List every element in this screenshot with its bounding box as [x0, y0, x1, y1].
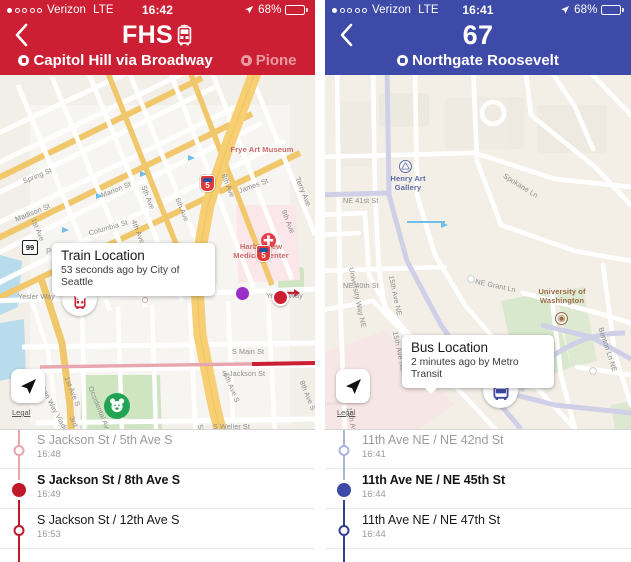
locate-arrow-icon — [345, 378, 361, 394]
status-right-group: 68% — [244, 4, 308, 16]
stop-name: 11th Ave NE / NE 42nd St — [362, 433, 504, 447]
stop-time: 16:41 — [362, 449, 386, 461]
destination-tab-active[interactable]: Northgate Roosevelt — [397, 52, 559, 69]
locate-arrow-icon — [20, 378, 36, 394]
stop-name: S Jackson St / 5th Ave S — [37, 433, 173, 447]
park-marker-icon — [104, 393, 130, 419]
vehicle-callout[interactable]: Train Location 53 seconds ago by City of… — [52, 243, 215, 303]
interstate-5-shield-icon: 5 — [256, 245, 271, 262]
locate-me-button[interactable] — [336, 369, 370, 403]
signal-strength-icon — [332, 7, 367, 13]
nav-title-row: FHS — [0, 20, 315, 50]
battery-percent-label: 68% — [574, 4, 598, 16]
stop-time: 16:53 — [37, 529, 61, 541]
legal-link[interactable]: Legal — [12, 408, 31, 417]
route-name-label: FHS — [122, 20, 173, 49]
map-stop-marker[interactable] — [236, 287, 249, 300]
status-left-group: Verizon LTE — [332, 4, 439, 16]
location-arrow-icon — [561, 5, 570, 14]
chevron-left-icon — [340, 23, 352, 47]
stop-time: 16:48 — [37, 449, 61, 461]
destination-marker-icon — [397, 55, 409, 66]
back-button[interactable] — [10, 22, 32, 48]
battery-percent-label: 68% — [258, 4, 282, 16]
carrier-label: Verizon — [372, 4, 412, 16]
callout-subtitle: 2 minutes ago by Metro Transit — [411, 356, 519, 381]
nav-title-row: 67 — [325, 20, 631, 50]
hospital-marker-icon: ✚ — [261, 233, 276, 248]
stop-list-bus: 11th Ave NE / NE 42nd St 16:41 11th Ave … — [325, 429, 631, 562]
panel-bus67: Verizon LTE 16:41 68% — [325, 0, 631, 562]
stop-list-item[interactable]: S Jackson St / 12th Ave S 16:53 — [0, 509, 315, 549]
stop-list-item[interactable]: 11th Ave NE / NE 42nd St 16:41 — [325, 429, 631, 469]
status-bar-left: Verizon LTE 16:42 68% — [0, 0, 315, 20]
route-number-label: 67 — [462, 19, 494, 50]
stop-list-item-current[interactable]: 11th Ave NE / NE 45th St 16:44 — [325, 469, 631, 509]
map-stop-marker[interactable] — [142, 297, 148, 303]
destination-label: Northgate Roosevelt — [412, 52, 559, 69]
interstate-5-shield-icon: 5 — [200, 175, 215, 192]
destination-marker-icon — [240, 55, 252, 66]
destination-row: Northgate Roosevelt — [325, 50, 631, 69]
destination-tab-active[interactable]: Capitol Hill via Broadway — [18, 52, 213, 69]
back-button[interactable] — [335, 22, 357, 48]
streetcar-icon — [177, 24, 192, 46]
destination-marker-icon — [18, 55, 30, 66]
museum-marker-icon: 🛆 — [399, 160, 412, 173]
status-left-group: Verizon LTE — [7, 4, 114, 16]
legal-link[interactable]: Legal — [337, 408, 356, 417]
stop-time: 16:49 — [37, 489, 61, 501]
nav-bar-right: 67 Northgate Roosevelt — [325, 20, 631, 75]
network-type-label: LTE — [418, 4, 439, 16]
callout-subtitle: 53 seconds ago by City of Seattle — [61, 264, 180, 289]
destination-tab-next[interactable]: Pione — [240, 52, 297, 69]
panel-divider — [315, 0, 325, 562]
stop-name: S Jackson St / 12th Ave S — [37, 513, 180, 527]
destination-label: Pione — [255, 52, 297, 69]
battery-icon — [601, 5, 624, 15]
callout-title: Bus Location — [411, 340, 488, 355]
university-marker-icon: ◉ — [555, 312, 568, 325]
callout-title: Train Location — [61, 248, 145, 263]
carrier-label: Verizon — [47, 4, 87, 16]
status-bar-right: Verizon LTE 16:41 68% — [325, 0, 631, 20]
panel-streetcar: Verizon LTE 16:42 68% — [0, 0, 315, 562]
route-title: FHS — [122, 20, 193, 49]
stop-name: S Jackson St / 8th Ave S — [37, 473, 181, 487]
stop-list-item[interactable]: 11th Ave NE / NE 47th St 16:44 — [325, 509, 631, 549]
location-arrow-icon — [245, 5, 254, 14]
route-title: 67 — [462, 19, 494, 50]
stop-list-item-current[interactable]: S Jackson St / 8th Ave S 16:49 — [0, 469, 315, 509]
stop-list-streetcar: S Jackson St / 5th Ave S 16:48 S Jackson… — [0, 429, 315, 562]
signal-strength-icon — [7, 7, 42, 13]
chevron-left-icon — [15, 23, 27, 47]
status-right-group: 68% — [560, 4, 624, 16]
stop-time: 16:44 — [362, 529, 386, 541]
stop-name: 11th Ave NE / NE 45th St — [362, 473, 506, 487]
locate-me-button[interactable] — [11, 369, 45, 403]
sr-99-shield-icon: 99 — [22, 240, 38, 255]
destination-label: Capitol Hill via Broadway — [33, 52, 213, 69]
stop-list-item[interactable]: S Jackson St / 5th Ave S 16:48 — [0, 429, 315, 469]
stop-name: 11th Ave NE / NE 47th St — [362, 513, 501, 527]
map-bus[interactable]: NE 41st St NE 40th St Spokane Ln NE Gran… — [325, 75, 631, 429]
nav-bar-left: FHS Capitol Hill via — [0, 20, 315, 75]
map-streetcar[interactable]: Spring St Madison St Marion St Columbia … — [0, 75, 315, 429]
stop-time: 16:44 — [362, 489, 386, 501]
network-type-label: LTE — [93, 4, 114, 16]
vehicle-callout[interactable]: Bus Location 2 minutes ago by Metro Tran… — [402, 335, 554, 395]
destination-row: Capitol Hill via Broadway Pione — [0, 50, 315, 69]
battery-icon — [285, 5, 308, 15]
map-current-stop-marker[interactable] — [272, 289, 289, 306]
